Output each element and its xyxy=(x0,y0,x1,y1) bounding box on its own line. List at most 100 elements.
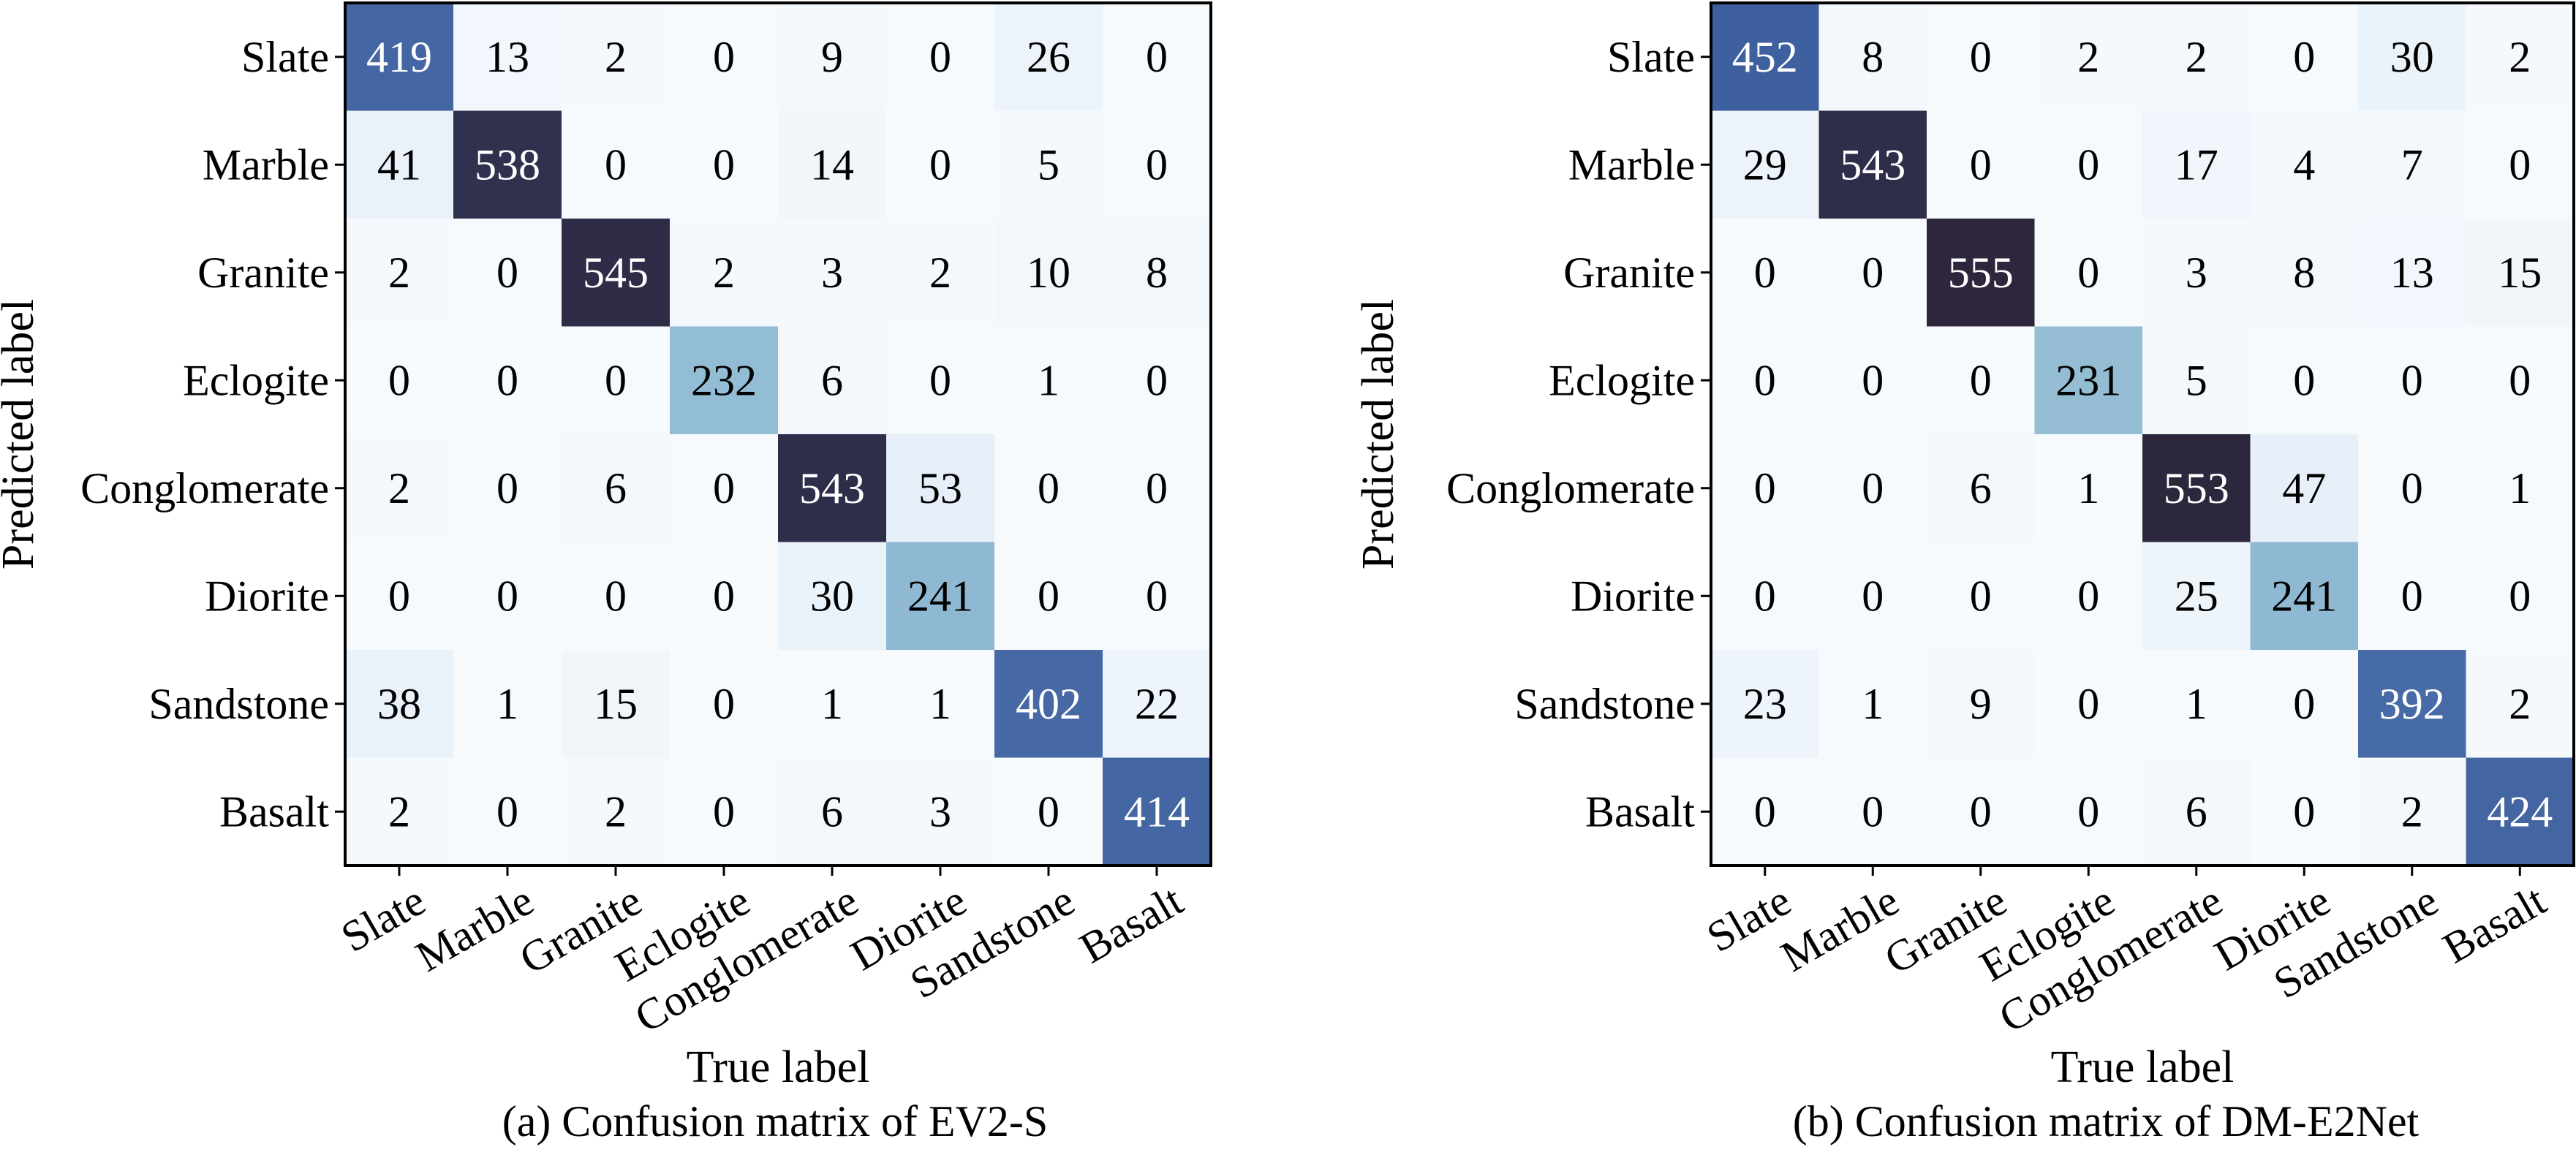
x-axis-title-a: True label xyxy=(687,1042,870,1092)
cell-b-r4-c0 xyxy=(1711,434,1819,542)
cell-b-r2-c5 xyxy=(2250,219,2359,327)
cell-a-r6-c5 xyxy=(886,650,995,758)
cell-a-r1-c5 xyxy=(886,110,995,219)
cell-value-b-r2-c5: 8 xyxy=(2293,249,2315,297)
cell-value-a-r0-c4: 9 xyxy=(821,33,843,81)
cell-a-r7-c1 xyxy=(453,757,562,866)
cell-a-r2-c5 xyxy=(886,219,995,327)
x-axis-title-b: True label xyxy=(2051,1042,2235,1092)
cell-value-b-r3-c5: 0 xyxy=(2293,356,2315,404)
y-tick-label-b-5: Diorite xyxy=(1571,572,1695,620)
cell-a-r6-c4 xyxy=(778,650,887,758)
cell-value-b-r4-c2: 6 xyxy=(1970,464,1992,512)
cell-value-b-r3-c4: 5 xyxy=(2186,356,2207,404)
cell-value-b-r1-c1: 543 xyxy=(1840,140,1905,189)
cell-value-a-r2-c0: 2 xyxy=(388,249,410,297)
cell-b-r5-c1 xyxy=(1818,542,1927,651)
cell-b-r1-c0 xyxy=(1711,110,1819,219)
cell-value-b-r0-c7: 2 xyxy=(2509,33,2531,81)
cell-value-b-r0-c3: 2 xyxy=(2077,33,2099,81)
cell-value-b-r4-c5: 47 xyxy=(2282,464,2326,512)
cell-a-r5-c0 xyxy=(345,542,454,651)
cell-value-a-r4-c7: 0 xyxy=(1146,464,1168,512)
x-tick-label-a-1: Marble xyxy=(407,876,541,981)
cell-b-r0-c6 xyxy=(2358,3,2466,111)
cell-value-b-r1-c3: 0 xyxy=(2077,140,2099,189)
cell-b-r5-c3 xyxy=(2034,542,2143,651)
cell-value-b-r5-c7: 0 xyxy=(2509,572,2531,620)
cell-value-a-r6-c7: 22 xyxy=(1135,680,1179,728)
cell-a-r3-c3 xyxy=(670,326,779,435)
cell-b-r0-c5 xyxy=(2250,3,2359,111)
cell-b-r1-c1 xyxy=(1818,110,1927,219)
y-tick-label-b-4: Conglomerate xyxy=(1446,464,1695,512)
cell-a-r2-c7 xyxy=(1103,219,1212,327)
y-tick-label-b-7: Basalt xyxy=(1585,787,1695,836)
cell-b-r2-c7 xyxy=(2466,219,2575,327)
cell-a-r0-c5 xyxy=(886,3,995,111)
y-tick-label-a-6: Sandstone xyxy=(148,680,329,728)
cell-value-b-r3-c2: 0 xyxy=(1970,356,1992,404)
cell-value-a-r4-c2: 6 xyxy=(605,464,627,512)
cell-value-b-r4-c6: 0 xyxy=(2401,464,2423,512)
cell-value-b-r7-c7: 424 xyxy=(2487,787,2553,836)
cell-value-a-r5-c6: 0 xyxy=(1038,572,1060,620)
cell-b-r6-c0 xyxy=(1711,650,1819,758)
cell-value-b-r2-c6: 13 xyxy=(2390,249,2434,297)
cell-value-a-r2-c1: 0 xyxy=(496,249,518,297)
cell-value-a-r7-c6: 0 xyxy=(1038,787,1060,836)
cell-value-a-r4-c1: 0 xyxy=(496,464,518,512)
cell-value-b-r7-c4: 6 xyxy=(2186,787,2207,836)
cell-b-r6-c3 xyxy=(2034,650,2143,758)
cell-a-r2-c3 xyxy=(670,219,779,327)
cell-value-b-r0-c0: 452 xyxy=(1732,33,1798,81)
cell-value-a-r4-c0: 2 xyxy=(388,464,410,512)
cell-a-r3-c7 xyxy=(1103,326,1212,435)
caption-a: (a) Confusion matrix of EV2-S xyxy=(502,1097,1049,1145)
cell-value-a-r7-c0: 2 xyxy=(388,787,410,836)
y-tick-label-a-5: Diorite xyxy=(205,572,329,620)
cell-value-a-r0-c0: 419 xyxy=(366,33,432,81)
cell-a-r1-c7 xyxy=(1103,110,1212,219)
cell-a-r4-c3 xyxy=(670,434,779,542)
cell-value-a-r2-c7: 8 xyxy=(1146,249,1168,297)
cell-a-r3-c2 xyxy=(562,326,671,435)
cell-a-r0-c6 xyxy=(994,3,1103,111)
cell-b-r7-c1 xyxy=(1818,757,1927,866)
cell-value-a-r5-c0: 0 xyxy=(388,572,410,620)
y-tick-label-a-7: Basalt xyxy=(219,787,329,836)
cell-value-a-r1-c5: 0 xyxy=(929,140,951,189)
cell-value-b-r6-c3: 0 xyxy=(2077,680,2099,728)
cell-value-b-r7-c0: 0 xyxy=(1754,787,1776,836)
cell-b-r2-c4 xyxy=(2142,219,2251,327)
cell-value-a-r5-c2: 0 xyxy=(605,572,627,620)
cell-b-r3-c7 xyxy=(2466,326,2575,435)
cell-value-a-r1-c7: 0 xyxy=(1146,140,1168,189)
cell-a-r6-c0 xyxy=(345,650,454,758)
cell-value-a-r1-c3: 0 xyxy=(713,140,735,189)
cell-a-r1-c0 xyxy=(345,110,454,219)
cell-value-a-r3-c6: 1 xyxy=(1038,356,1060,404)
cell-b-r5-c6 xyxy=(2358,542,2466,651)
cell-value-b-r1-c4: 17 xyxy=(2175,140,2218,189)
cell-b-r3-c6 xyxy=(2358,326,2466,435)
cell-value-b-r5-c5: 241 xyxy=(2271,572,2337,620)
cell-b-r2-c0 xyxy=(1711,219,1819,327)
cell-a-r5-c2 xyxy=(562,542,671,651)
cell-value-b-r0-c4: 2 xyxy=(2186,33,2207,81)
cell-value-a-r0-c5: 0 xyxy=(929,33,951,81)
cell-b-r6-c6 xyxy=(2358,650,2466,758)
cell-value-a-r5-c3: 0 xyxy=(713,572,735,620)
cell-value-b-r3-c1: 0 xyxy=(1862,356,1884,404)
cell-value-a-r6-c4: 1 xyxy=(821,680,843,728)
cell-b-r3-c3 xyxy=(2034,326,2143,435)
cell-value-a-r0-c3: 0 xyxy=(713,33,735,81)
cell-value-a-r5-c4: 30 xyxy=(810,572,854,620)
cell-a-r5-c4 xyxy=(778,542,887,651)
cell-value-a-r2-c4: 3 xyxy=(821,249,843,297)
cell-value-a-r2-c3: 2 xyxy=(713,249,735,297)
y-tick-label-a-2: Granite xyxy=(197,249,329,297)
cell-a-r0-c3 xyxy=(670,3,779,111)
cell-value-b-r5-c0: 0 xyxy=(1754,572,1776,620)
cell-value-b-r0-c1: 8 xyxy=(1862,33,1884,81)
